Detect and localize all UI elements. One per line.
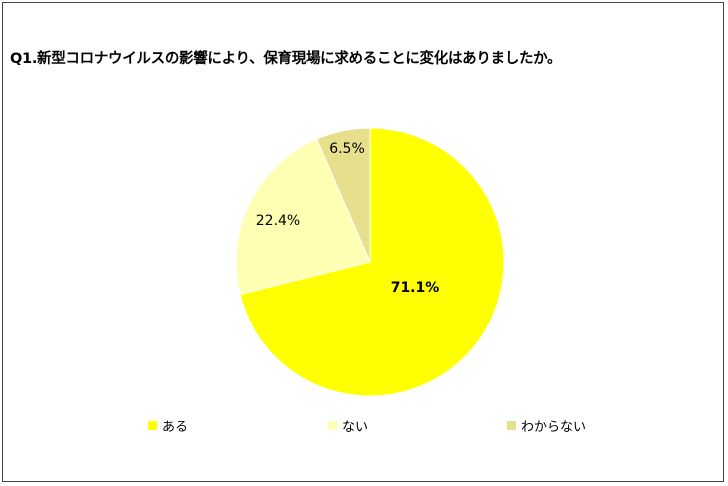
legend-label-aru: ある [162, 419, 189, 435]
legend-label-wakaranai: わからない [521, 419, 587, 435]
legend-item-nai: ない [328, 415, 368, 435]
data-label-2: 6.5% [329, 141, 365, 157]
legend-item-wakaranai: わからない [507, 415, 586, 435]
legend-swatch-aru [148, 420, 157, 430]
data-label-0: 71.1% [391, 280, 440, 296]
legend-swatch-nai [328, 420, 337, 430]
legend-label-nai: ない [342, 419, 369, 435]
pie-slice-1 [235, 138, 371, 296]
chart-title: Q1.新型コロナウイルスの影響により、保育現場に求めることに変化はありましたか。 [10, 51, 562, 67]
data-label-1: 22.4% [256, 213, 300, 229]
pie-slice-0 [239, 127, 505, 397]
pie-slice-2 [316, 127, 371, 263]
legend-swatch-wakaranai [507, 420, 516, 430]
legend-item-aru: ある [148, 415, 188, 435]
